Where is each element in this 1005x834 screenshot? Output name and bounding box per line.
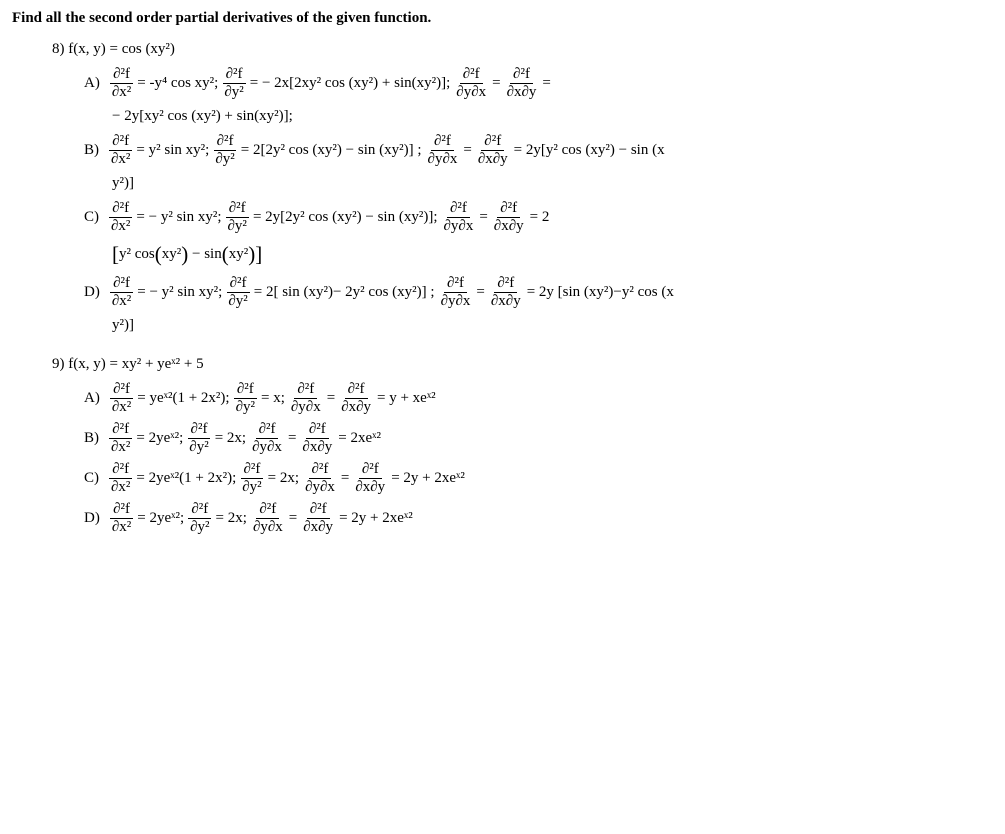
mixed-value: = 2y[y² cos (xy²) − sin (x <box>514 140 665 161</box>
fyy-value: = 2x; <box>268 468 299 489</box>
partial-fxx: ∂²f∂x² <box>108 461 133 495</box>
partial-fyx: ∂²f∂y∂x <box>425 133 461 167</box>
partial-fyx: ∂²f∂y∂x <box>441 200 477 234</box>
answer-8a: A) ∂²f∂x² = -y⁴ cos xy²; ∂²f∂y² = − 2x[2… <box>84 66 993 100</box>
fyy-value: = 2x; <box>216 508 247 529</box>
partial-fyy: ∂²f∂y² <box>187 501 212 535</box>
answer-label: C) <box>84 468 99 489</box>
problem-9-function: 9) f(x, y) = xy² + yeˣ² + 5 <box>52 354 993 375</box>
fxx-value: = − y² sin xy²; <box>137 282 222 303</box>
partial-fxx: ∂²f∂x² <box>109 501 134 535</box>
fyy-value: = − 2x[2xy² cos (xy²) + sin(xy²)]; <box>250 73 451 94</box>
answer-9d: D) ∂²f∂x² = 2yeˣ²; ∂²f∂y² = 2x; ∂²f∂y∂x … <box>84 501 993 535</box>
partial-fyy: ∂²f∂y² <box>212 133 237 167</box>
partial-fxx: ∂²f∂x² <box>109 66 134 100</box>
equals: = <box>327 388 335 409</box>
equals: = <box>542 73 550 94</box>
instruction-header: Find all the second order partial deriva… <box>12 8 993 29</box>
partial-fxy: ∂²f∂x∂y <box>488 275 524 309</box>
fyy-value: = 2x; <box>215 428 246 449</box>
partial-fyy: ∂²f∂y² <box>239 461 264 495</box>
answer-8c: C) ∂²f∂x² = − y² sin xy²; ∂²f∂y² = 2y[2y… <box>84 200 993 234</box>
partial-fxy: ∂²f∂x∂y <box>491 200 527 234</box>
fyy-value: = x; <box>261 388 285 409</box>
partial-fxx: ∂²f∂x² <box>108 133 133 167</box>
answer-8b: B) ∂²f∂x² = y² sin xy²; ∂²f∂y² = 2[2y² c… <box>84 133 993 167</box>
equals: = <box>341 468 349 489</box>
problem-number: 9) <box>52 356 65 372</box>
problem-8-answers: A) ∂²f∂x² = -y⁴ cos xy²; ∂²f∂y² = − 2x[2… <box>84 66 993 336</box>
answer-label: D) <box>84 508 100 529</box>
fxx-value: = − y² sin xy²; <box>136 207 221 228</box>
answer-8d-continuation: y²)] <box>112 315 993 336</box>
mixed-value: = 2 <box>530 207 550 228</box>
partial-fyy: ∂²f∂y² <box>221 66 246 100</box>
partial-fxy: ∂²f∂x∂y <box>300 501 336 535</box>
partial-fyy: ∂²f∂y² <box>186 421 211 455</box>
partial-fyx: ∂²f∂y∂x <box>438 275 474 309</box>
fyy-value: = 2[2y² cos (xy²) − sin (xy²)] ; <box>241 140 422 161</box>
mixed-value: = 2xeˣ² <box>338 428 381 449</box>
answer-label: B) <box>84 428 99 449</box>
partial-fxx: ∂²f∂x² <box>109 275 134 309</box>
function-definition: f(x, y) = cos (xy²) <box>68 41 175 57</box>
fyy-value: = 2y[2y² cos (xy²) − sin (xy²)]; <box>253 207 438 228</box>
problem-number: 8) <box>52 41 65 57</box>
equals: = <box>492 73 500 94</box>
partial-fxy: ∂²f∂x∂y <box>352 461 388 495</box>
answer-9b: B) ∂²f∂x² = 2yeˣ²; ∂²f∂y² = 2x; ∂²f∂y∂x … <box>84 421 993 455</box>
problem-8: 8) f(x, y) = cos (xy²) A) ∂²f∂x² = -y⁴ c… <box>52 39 993 336</box>
equals: = <box>289 508 297 529</box>
answer-label: B) <box>84 140 99 161</box>
fxx-value: = yeˣ²(1 + 2x²); <box>137 388 229 409</box>
fxx-value: = 2yeˣ²; <box>137 508 184 529</box>
function-definition: f(x, y) = xy² + yeˣ² + 5 <box>68 356 203 372</box>
partial-fyx: ∂²f∂y∂x <box>250 501 286 535</box>
answer-8a-continuation: − 2y[xy² cos (xy²) + sin(xy²)]; <box>112 106 993 127</box>
partial-fyx: ∂²f∂y∂x <box>302 461 338 495</box>
partial-fxy: ∂²f∂x∂y <box>504 66 540 100</box>
equals: = <box>479 207 487 228</box>
answer-8b-continuation: y²)] <box>112 173 993 194</box>
fxx-value: = y² sin xy²; <box>136 140 209 161</box>
partial-fyx: ∂²f∂y∂x <box>249 421 285 455</box>
equals: = <box>476 282 484 303</box>
partial-fyy: ∂²f∂y² <box>225 275 250 309</box>
answer-9c: C) ∂²f∂x² = 2yeˣ²(1 + 2x²); ∂²f∂y² = 2x;… <box>84 461 993 495</box>
mixed-value: = y + xeˣ² <box>377 388 436 409</box>
mixed-value: = 2y [sin (xy²)−y² cos (x <box>527 282 674 303</box>
answer-8d: D) ∂²f∂x² = − y² sin xy²; ∂²f∂y² = 2[ si… <box>84 275 993 309</box>
fxx-value: = -y⁴ cos xy²; <box>137 73 218 94</box>
partial-fxx: ∂²f∂x² <box>108 421 133 455</box>
partial-fxx: ∂²f∂x² <box>109 381 134 415</box>
fxx-value: = 2yeˣ²; <box>136 428 183 449</box>
fxx-value: = 2yeˣ²(1 + 2x²); <box>136 468 236 489</box>
partial-fyx: ∂²f∂y∂x <box>453 66 489 100</box>
answer-label: A) <box>84 388 100 409</box>
problem-9-answers: A) ∂²f∂x² = yeˣ²(1 + 2x²); ∂²f∂y² = x; ∂… <box>84 381 993 535</box>
partial-fyx: ∂²f∂y∂x <box>288 381 324 415</box>
answer-label: A) <box>84 73 100 94</box>
partial-fxy: ∂²f∂x∂y <box>338 381 374 415</box>
partial-fxy: ∂²f∂x∂y <box>475 133 511 167</box>
partial-fyy: ∂²f∂y² <box>225 200 250 234</box>
problem-8-function: 8) f(x, y) = cos (xy²) <box>52 39 993 60</box>
equals: = <box>288 428 296 449</box>
partial-fyy: ∂²f∂y² <box>233 381 258 415</box>
answer-label: D) <box>84 282 100 303</box>
answer-8c-continuation: [[y² cos(xy²) − sin(xy²)]y² cos(xy²) − s… <box>112 240 993 269</box>
mixed-value: = 2y + 2xeˣ² <box>391 468 465 489</box>
answer-9a: A) ∂²f∂x² = yeˣ²(1 + 2x²); ∂²f∂y² = x; ∂… <box>84 381 993 415</box>
partial-fxy: ∂²f∂x∂y <box>299 421 335 455</box>
fyy-value: = 2[ sin (xy²)− 2y² cos (xy²)] ; <box>254 282 435 303</box>
equals: = <box>463 140 471 161</box>
answer-label: C) <box>84 207 99 228</box>
problem-9: 9) f(x, y) = xy² + yeˣ² + 5 A) ∂²f∂x² = … <box>52 354 993 535</box>
partial-fxx: ∂²f∂x² <box>108 200 133 234</box>
mixed-value: = 2y + 2xeˣ² <box>339 508 413 529</box>
